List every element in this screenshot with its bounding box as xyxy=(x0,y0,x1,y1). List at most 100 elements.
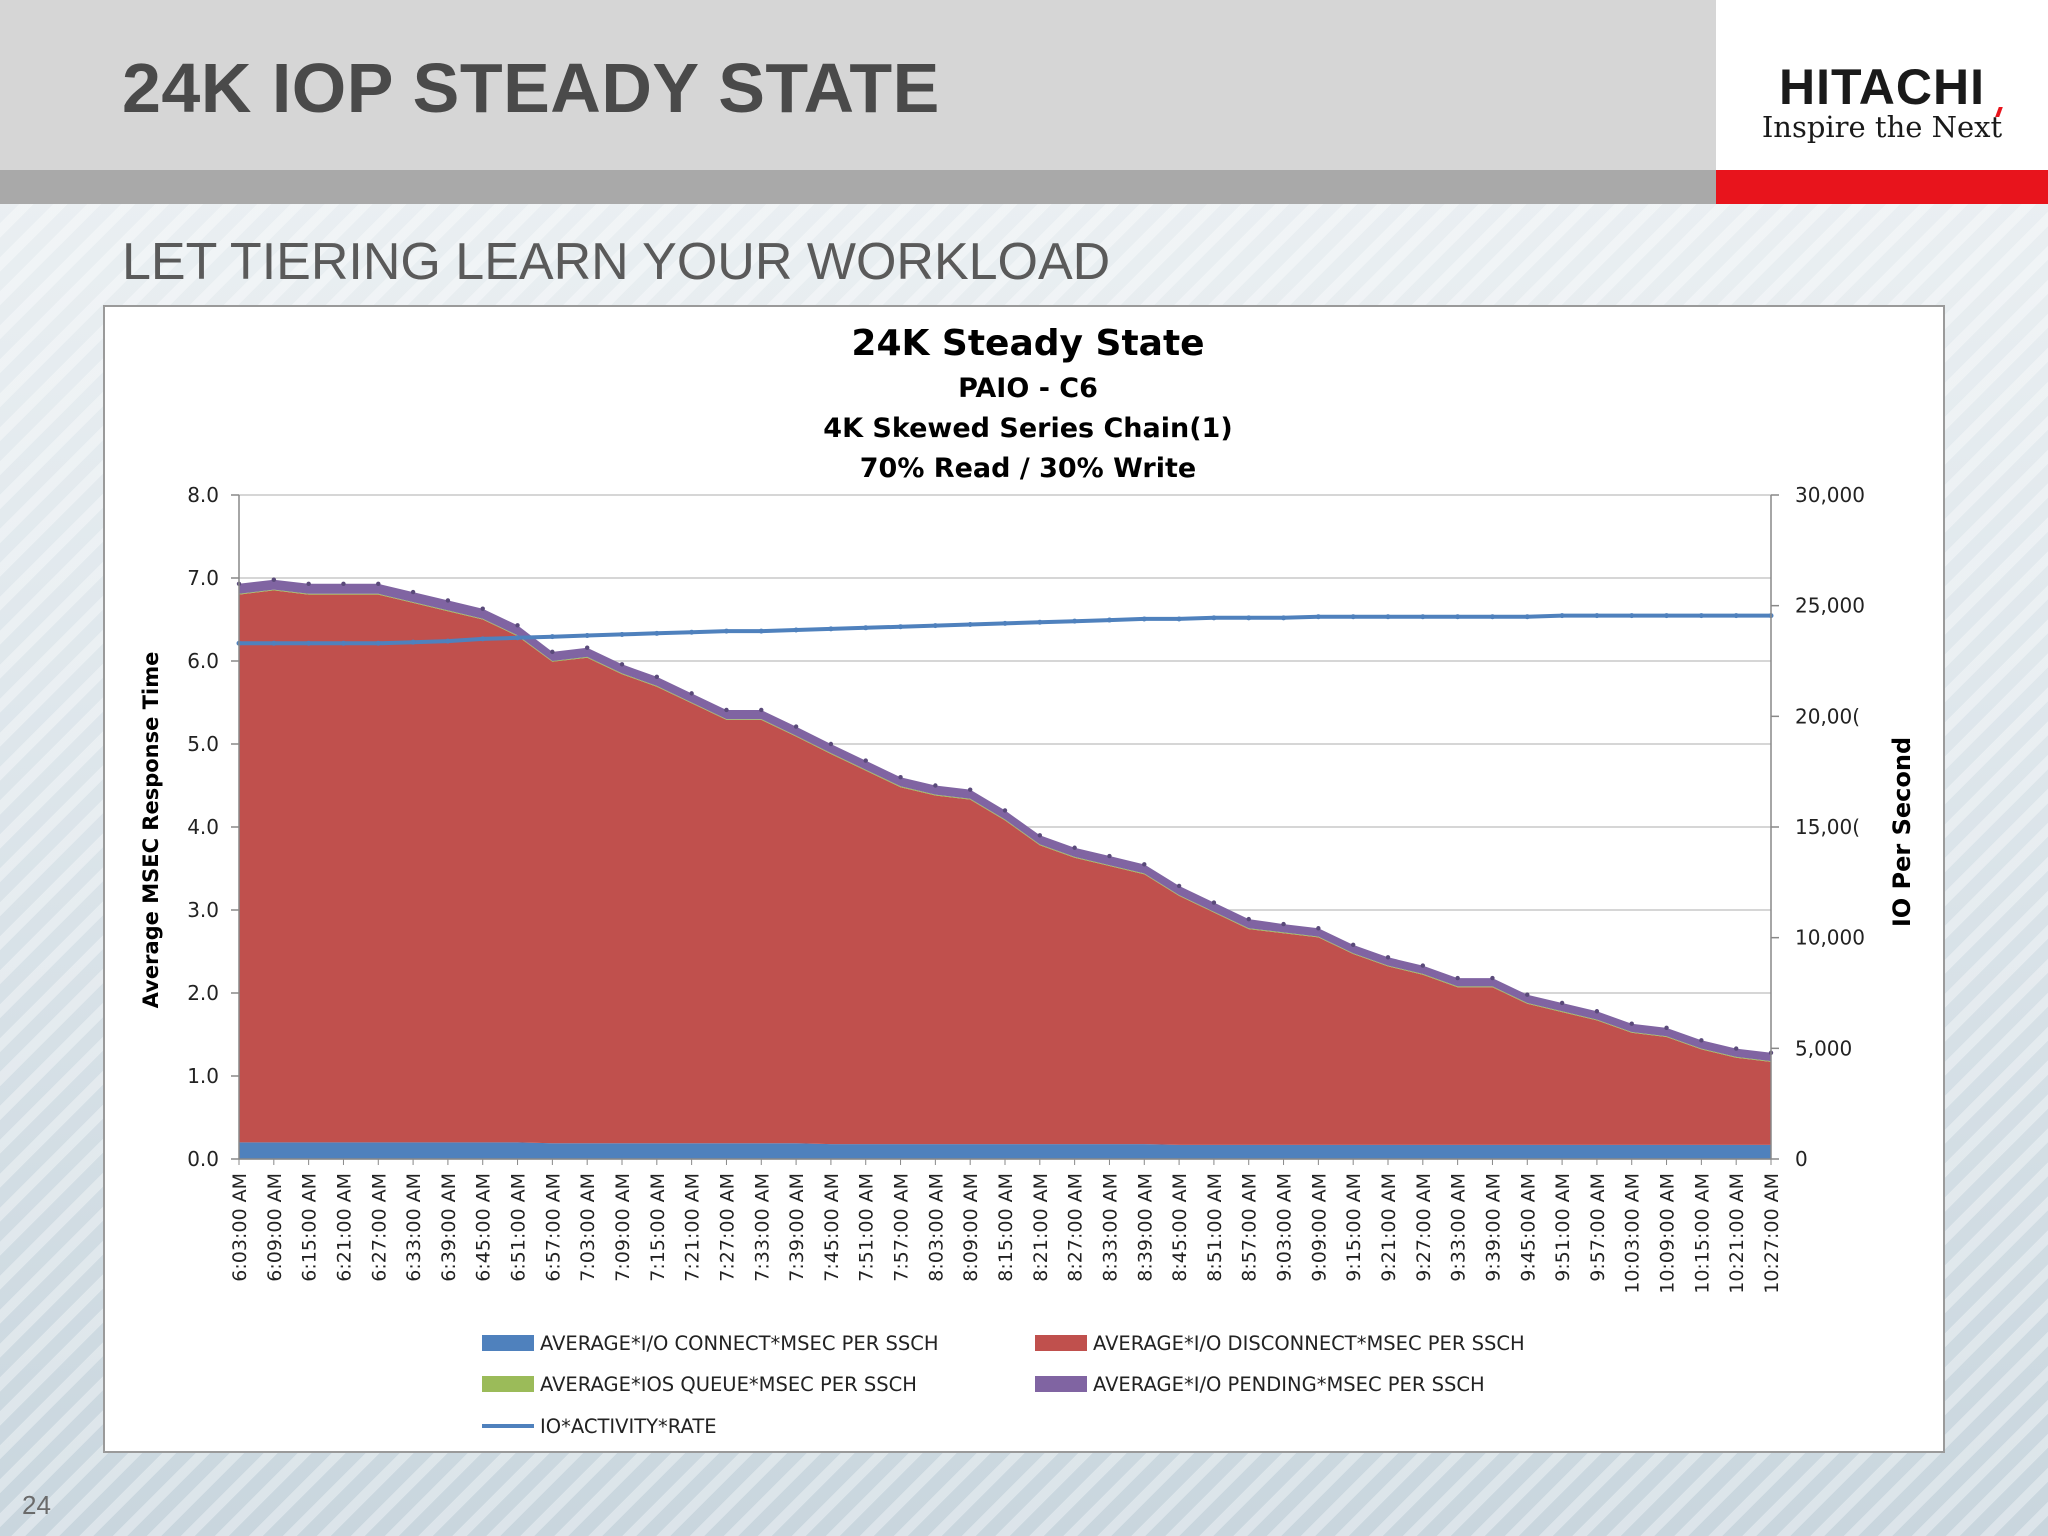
line-point xyxy=(1350,614,1356,620)
area-point xyxy=(1316,926,1321,931)
x-tick-label: 9:15:00 AM xyxy=(1343,1173,1365,1282)
line-point xyxy=(1315,614,1321,620)
legend-label: AVERAGE*IOS QUEUE*MSEC PER SSCH xyxy=(540,1373,917,1396)
area-point xyxy=(550,649,555,655)
area-point xyxy=(1246,916,1251,922)
x-tick-label: 9:21:00 AM xyxy=(1378,1173,1400,1282)
area-point xyxy=(724,707,729,713)
logo-accent-bar xyxy=(1716,170,2048,204)
line-point xyxy=(1141,616,1147,622)
area-point xyxy=(619,662,625,667)
x-tick-label: 8:57:00 AM xyxy=(1239,1173,1261,1282)
area-point xyxy=(584,645,590,650)
area-point xyxy=(1072,845,1077,850)
x-tick-label: 8:15:00 AM xyxy=(995,1173,1017,1282)
y-tick-label: 2.0 xyxy=(187,981,219,1005)
line-point xyxy=(1072,618,1078,624)
x-tick-label: 10:03:00 AM xyxy=(1622,1173,1644,1294)
line-point xyxy=(967,621,973,627)
legend-label: AVERAGE*I/O DISCONNECT*MSEC PER SSCH xyxy=(1093,1332,1525,1355)
x-tick-label: 8:45:00 AM xyxy=(1169,1173,1191,1282)
line-point xyxy=(1211,615,1217,621)
line-point xyxy=(723,628,729,634)
page-number: 24 xyxy=(22,1490,51,1520)
y-tick-label: 1.0 xyxy=(187,1064,219,1088)
area-point xyxy=(1559,1000,1565,1006)
x-tick-label: 10:09:00 AM xyxy=(1657,1173,1679,1294)
area-point xyxy=(793,724,799,729)
area-point xyxy=(306,581,311,587)
x-tick-label: 6:45:00 AM xyxy=(473,1173,495,1282)
logo-brand: HITACHI xyxy=(1778,59,1986,115)
area-point xyxy=(341,581,346,587)
legend-swatch xyxy=(482,1335,534,1351)
area-point xyxy=(410,589,416,595)
line-point xyxy=(1385,614,1391,620)
x-tick-label: 8:39:00 AM xyxy=(1134,1173,1156,1282)
area-point xyxy=(1350,942,1356,948)
area-series-average-i-o-connect-msec-per-ssch xyxy=(239,1142,1771,1159)
x-tick-label: 6:15:00 AM xyxy=(299,1173,321,1282)
x-tick-label: 7:15:00 AM xyxy=(647,1173,669,1282)
area-point xyxy=(376,581,381,587)
y2-tick-label: 5,000 xyxy=(1795,1036,1852,1060)
line-point xyxy=(445,638,451,644)
x-tick-label: 9:57:00 AM xyxy=(1587,1173,1609,1282)
x-tick-label: 9:33:00 AM xyxy=(1448,1173,1470,1282)
x-tick-label: 6:33:00 AM xyxy=(403,1173,425,1282)
x-tick-label: 7:03:00 AM xyxy=(577,1173,599,1282)
line-point xyxy=(828,626,834,632)
area-point xyxy=(1142,862,1147,867)
area-point xyxy=(1594,1009,1600,1014)
area-point xyxy=(1002,808,1008,813)
area-series-average-i-o-disconnect-msec-per-ssch xyxy=(239,590,1771,1145)
line-point xyxy=(340,640,346,646)
line-point xyxy=(1281,615,1287,621)
area-point xyxy=(863,758,868,763)
x-tick-label: 9:45:00 AM xyxy=(1517,1173,1539,1282)
line-point xyxy=(480,636,486,642)
x-tick-label: 9:27:00 AM xyxy=(1413,1173,1435,1282)
x-tick-label: 10:27:00 AM xyxy=(1761,1173,1783,1294)
y-tick-label: 0.0 xyxy=(187,1147,219,1171)
x-tick-label: 8:51:00 AM xyxy=(1204,1173,1226,1282)
x-tick-label: 8:03:00 AM xyxy=(925,1173,947,1282)
logo-tagline: Inspire the Next xyxy=(1761,110,2003,144)
line-point xyxy=(271,640,277,646)
line-point xyxy=(898,624,904,630)
line-point xyxy=(1733,613,1739,619)
x-tick-label: 6:03:00 AM xyxy=(229,1173,251,1282)
line-point xyxy=(1629,613,1635,619)
y2-tick-label: 0 xyxy=(1795,1147,1808,1171)
y-tick-label: 7.0 xyxy=(187,566,219,590)
line-point xyxy=(410,639,416,645)
x-tick-label: 7:51:00 AM xyxy=(856,1173,878,1282)
line-point xyxy=(375,640,381,646)
line-point xyxy=(863,625,869,631)
x-tick-label: 7:39:00 AM xyxy=(786,1173,808,1282)
y2-tick-label: 20,00( xyxy=(1795,704,1860,728)
line-point xyxy=(619,631,625,637)
line-point xyxy=(689,629,695,635)
line-point xyxy=(758,628,764,634)
x-tick-label: 6:27:00 AM xyxy=(368,1173,390,1282)
x-tick-label: 9:03:00 AM xyxy=(1274,1173,1296,1282)
slide-title: 24K IOP STEADY STATE xyxy=(122,49,940,127)
line-point xyxy=(932,623,938,629)
area-point xyxy=(445,598,451,603)
chart-title: 24K Steady State xyxy=(851,323,1204,364)
line-point xyxy=(1037,619,1043,625)
header-band xyxy=(0,0,1716,170)
x-tick-label: 8:21:00 AM xyxy=(1030,1173,1052,1282)
line-point xyxy=(1489,614,1495,620)
area-point xyxy=(1455,975,1460,981)
chart-subtitle-line-3: 70% Read / 30% Write xyxy=(860,453,1196,484)
x-tick-label: 7:09:00 AM xyxy=(612,1173,634,1282)
area-point xyxy=(1733,1046,1739,1051)
area-point xyxy=(689,691,694,696)
area-point xyxy=(828,741,834,747)
legend-swatch xyxy=(1035,1335,1087,1351)
area-point xyxy=(1490,975,1495,981)
area-point xyxy=(480,606,485,611)
y-tick-label: 6.0 xyxy=(187,649,219,673)
